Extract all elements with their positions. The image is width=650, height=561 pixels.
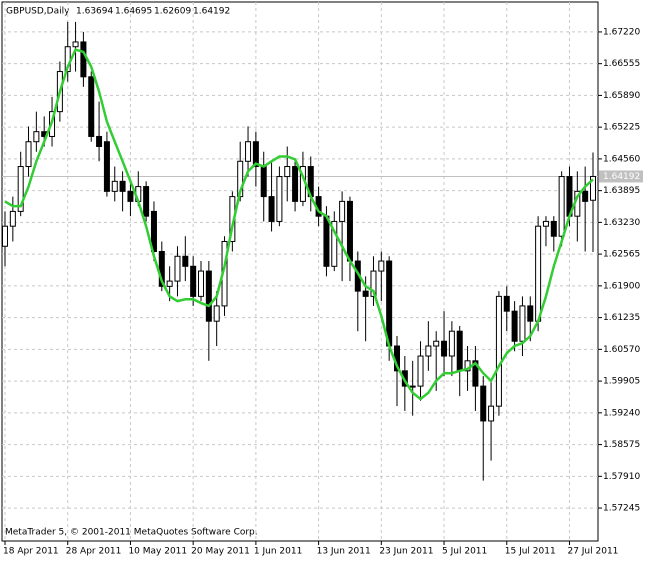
candle-body <box>362 290 369 297</box>
candle-body <box>331 220 338 267</box>
candle-body <box>88 76 95 137</box>
candle-body <box>511 310 518 342</box>
x-tick-label: 13 Jun 2011 <box>317 547 371 557</box>
y-tick-label: 1.59240 <box>603 408 640 418</box>
candle-body <box>158 250 165 287</box>
candle-body <box>495 295 502 407</box>
candle-body <box>213 305 220 322</box>
x-tick-label: 15 Jul 2011 <box>505 547 556 557</box>
x-tick-label: 27 Jul 2011 <box>567 547 618 557</box>
plot-frame <box>1 1 599 542</box>
close-value: 1.64192 <box>193 7 230 17</box>
candle-body <box>260 166 267 198</box>
candle-body <box>166 280 173 287</box>
candle-body <box>96 135 103 147</box>
y-tick-label: 1.64560 <box>603 154 640 164</box>
candle-body <box>472 360 479 387</box>
candle-body <box>386 260 393 347</box>
y-tick-label: 1.63895 <box>603 186 640 196</box>
candle-body <box>245 141 252 162</box>
x-tick-label: 20 May 2011 <box>191 547 250 557</box>
y-tick-label: 1.57910 <box>603 472 640 482</box>
x-tick-label: 28 Apr 2011 <box>66 547 122 557</box>
candle-body <box>33 131 40 143</box>
candle-body <box>441 340 448 357</box>
candle-body <box>448 330 455 357</box>
candle-body <box>174 255 181 282</box>
low-value: 1.62609 <box>154 7 191 17</box>
candle-body <box>292 166 299 202</box>
price-label-box <box>599 170 643 183</box>
candle-body <box>370 270 377 297</box>
y-tick-label: 1.60570 <box>603 345 640 355</box>
x-tick-label: 23 Jun 2011 <box>379 547 433 557</box>
candle-body <box>268 196 275 222</box>
candle-body <box>17 166 24 212</box>
candle-body <box>558 176 565 237</box>
y-tick-label: 1.67220 <box>603 27 640 37</box>
candle-body <box>527 305 534 322</box>
candle-body <box>425 345 432 357</box>
candle-body <box>378 260 385 272</box>
y-tick-label: 1.65890 <box>603 91 640 101</box>
candle-body <box>456 330 463 372</box>
candle-body <box>205 270 212 322</box>
y-tick-label: 1.59905 <box>603 377 640 387</box>
candle-body <box>409 385 416 388</box>
candle-body <box>480 385 487 422</box>
y-tick-label: 1.66555 <box>603 59 640 69</box>
y-tick-label: 1.62565 <box>603 250 640 260</box>
candle-body <box>72 41 79 48</box>
high-value: 1.64695 <box>115 7 152 17</box>
candle-body <box>590 175 596 201</box>
candle-body <box>182 255 189 267</box>
candle-body <box>284 166 291 178</box>
x-tick-label: 5 Jul 2011 <box>442 547 487 557</box>
candle-body <box>80 41 87 78</box>
copyright: MetaTrader 5, © 2001-2011 MetaQuotes Sof… <box>5 528 258 538</box>
candle-body <box>111 180 118 192</box>
y-tick-label: 1.65225 <box>603 123 640 133</box>
candle-body <box>542 220 549 227</box>
moving-average <box>4 48 594 401</box>
chart-title: GBPUSD,Daily <box>6 7 70 17</box>
candle-body <box>433 340 440 347</box>
candle-body <box>190 265 197 297</box>
candle-body <box>417 355 424 387</box>
x-tick-label: 10 May 2011 <box>128 547 187 557</box>
candle-body <box>9 210 16 227</box>
y-tick-label: 1.58575 <box>603 440 640 450</box>
candle-body <box>339 200 346 222</box>
open-value: 1.63694 <box>76 7 113 17</box>
candle-body <box>346 200 353 262</box>
candle-body <box>25 141 32 168</box>
x-tick-label: 18 Apr 2011 <box>3 547 59 557</box>
x-tick-label: 1 Jun 2011 <box>254 547 302 557</box>
candle-body <box>127 190 134 202</box>
price-label: 1.64192 <box>603 172 640 182</box>
candle-body <box>582 190 589 202</box>
y-tick-label: 1.61900 <box>603 281 640 291</box>
candle-body <box>519 305 526 342</box>
candle-body <box>252 141 259 168</box>
candle-body <box>119 180 126 192</box>
candle-body <box>503 295 510 312</box>
candle-body <box>535 225 542 322</box>
candle-body <box>488 405 495 422</box>
candle-body <box>323 215 330 267</box>
candle-body <box>550 220 557 237</box>
candle-body <box>198 270 204 297</box>
y-tick-label: 1.63230 <box>603 218 640 228</box>
y-tick-label: 1.61235 <box>603 313 640 323</box>
y-tick-label: 1.57245 <box>603 504 640 514</box>
candle-body <box>2 225 8 247</box>
candle-body <box>143 186 150 217</box>
candle-body <box>103 141 110 192</box>
candle-body <box>276 176 283 222</box>
